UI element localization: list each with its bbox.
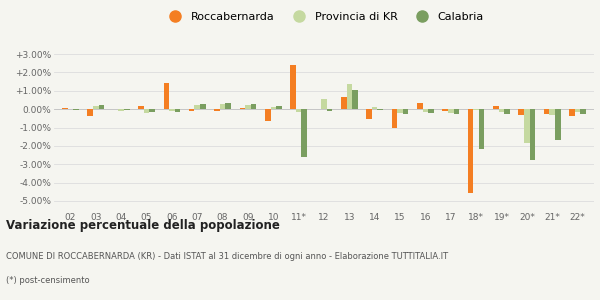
Bar <box>62 108 68 109</box>
Bar <box>290 65 296 109</box>
Bar <box>175 109 180 112</box>
Bar <box>352 90 358 109</box>
Bar <box>530 109 535 160</box>
Bar <box>550 109 555 115</box>
Bar <box>504 109 510 114</box>
Bar <box>93 106 98 109</box>
Bar <box>442 109 448 111</box>
Bar <box>454 109 459 114</box>
Bar <box>118 109 124 111</box>
Bar <box>372 107 377 109</box>
Bar <box>403 109 409 114</box>
Bar <box>245 105 251 109</box>
Text: Variazione percentuale della popolazione: Variazione percentuale della popolazione <box>6 219 280 232</box>
Bar <box>189 109 194 111</box>
Bar <box>473 109 479 110</box>
Bar <box>164 83 169 109</box>
Bar <box>493 106 499 109</box>
Bar <box>265 109 271 121</box>
Bar <box>397 109 403 113</box>
Bar <box>468 109 473 193</box>
Bar <box>138 106 144 109</box>
Legend: Roccabernarda, Provincia di KR, Calabria: Roccabernarda, Provincia di KR, Calabria <box>160 8 488 26</box>
Bar <box>555 109 560 140</box>
Bar <box>239 108 245 109</box>
Bar <box>448 109 454 113</box>
Bar <box>428 109 434 113</box>
Bar <box>341 97 347 109</box>
Bar <box>88 109 93 116</box>
Bar <box>271 107 276 109</box>
Bar <box>499 109 504 112</box>
Bar <box>276 106 281 109</box>
Bar <box>149 109 155 112</box>
Bar <box>98 106 104 109</box>
Bar <box>251 104 256 109</box>
Bar <box>417 103 422 109</box>
Bar <box>575 109 580 112</box>
Bar <box>226 103 231 109</box>
Bar <box>377 109 383 110</box>
Bar <box>392 109 397 128</box>
Bar <box>580 109 586 114</box>
Bar <box>524 109 530 143</box>
Bar <box>422 109 428 112</box>
Bar <box>544 109 550 114</box>
Bar <box>367 109 372 119</box>
Bar <box>479 109 484 148</box>
Text: (*) post-censimento: (*) post-censimento <box>6 276 89 285</box>
Bar <box>124 109 130 110</box>
Bar <box>169 109 175 111</box>
Bar <box>144 109 149 113</box>
Text: COMUNE DI ROCCABERNARDA (KR) - Dati ISTAT al 31 dicembre di ogni anno - Elaboraz: COMUNE DI ROCCABERNARDA (KR) - Dati ISTA… <box>6 252 448 261</box>
Bar <box>347 84 352 109</box>
Bar <box>73 109 79 110</box>
Bar <box>214 109 220 111</box>
Bar <box>200 104 206 109</box>
Bar <box>569 109 575 116</box>
Bar <box>301 109 307 157</box>
Bar <box>327 109 332 111</box>
Bar <box>518 109 524 115</box>
Bar <box>321 99 327 109</box>
Bar <box>194 105 200 109</box>
Bar <box>220 104 226 109</box>
Bar <box>296 109 301 112</box>
